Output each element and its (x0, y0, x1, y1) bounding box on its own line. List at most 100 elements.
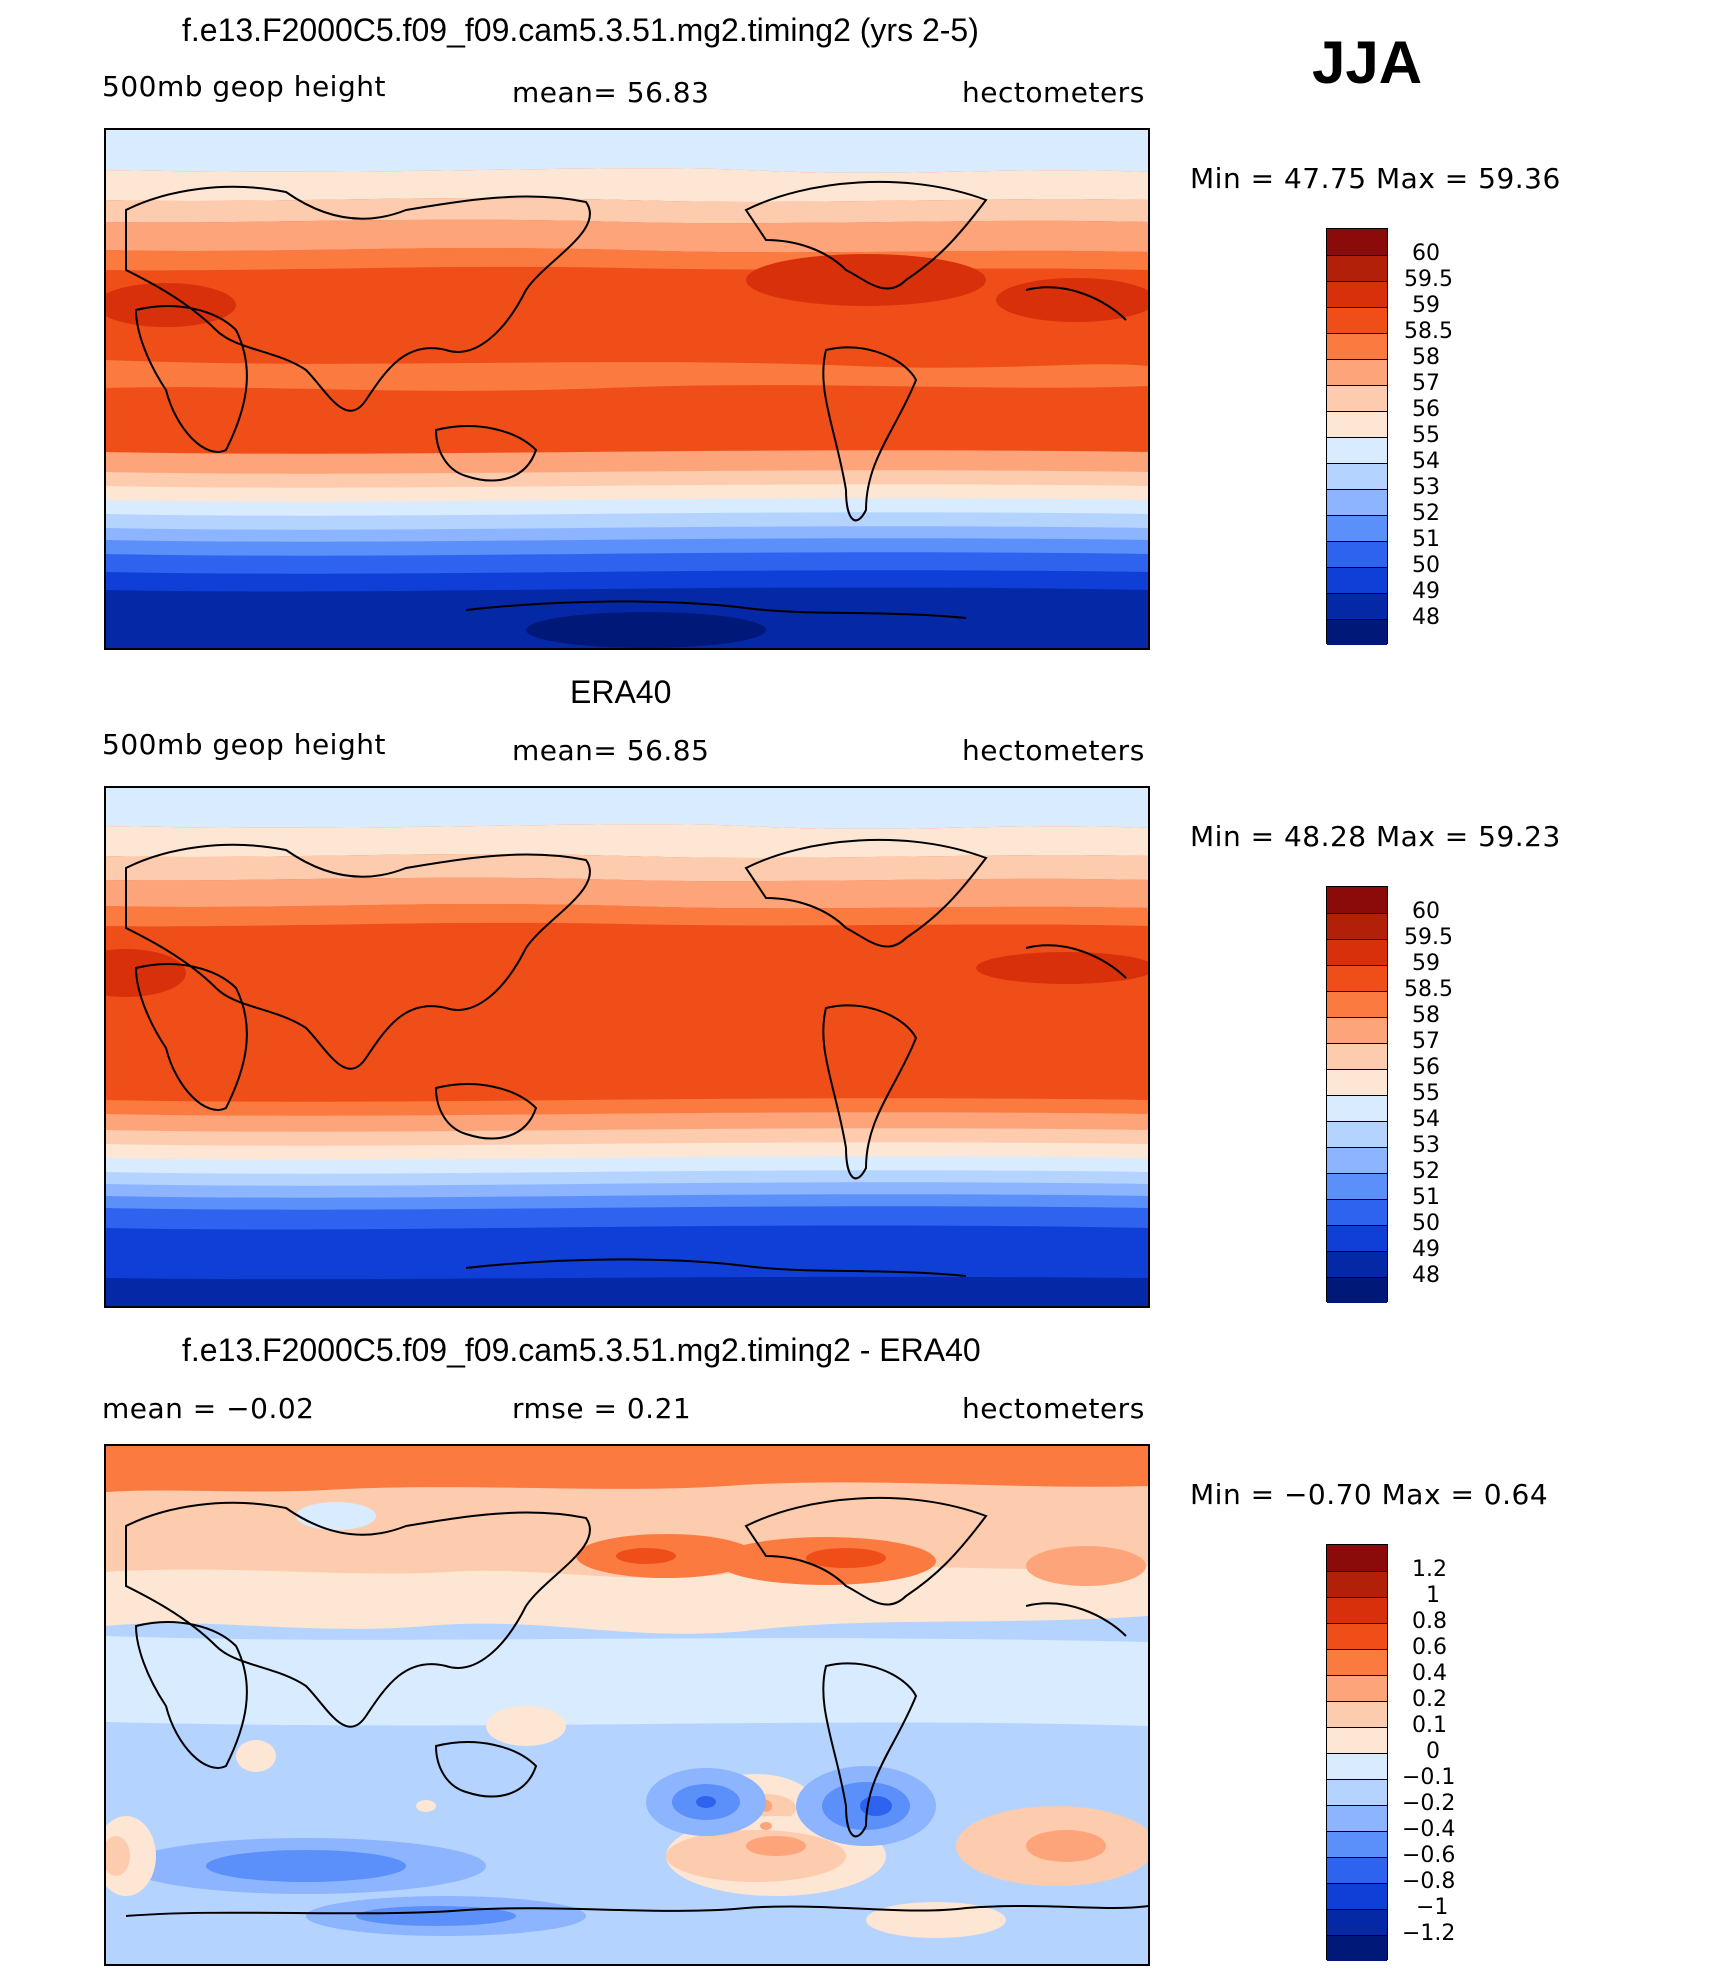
colorbar-swatch (1327, 437, 1387, 463)
colorbar-swatch (1327, 1649, 1387, 1675)
panel-2-mean-label: mean= 56.85 (512, 734, 710, 767)
colorbar-swatch (1327, 619, 1387, 645)
colorbar-swatch (1327, 385, 1387, 411)
colorbar-label: 57 (1412, 1029, 1440, 1054)
panel-3-mean-label: mean = −0.02 (102, 1392, 315, 1425)
colorbar-swatch (1327, 887, 1387, 913)
colorbar-label: 59.5 (1404, 925, 1453, 950)
colorbar-swatch (1327, 411, 1387, 437)
colorbar-swatch (1327, 991, 1387, 1017)
colorbar-swatch (1327, 1805, 1387, 1831)
colorbar-swatch (1327, 1883, 1387, 1909)
colorbar-swatch (1327, 307, 1387, 333)
colorbar-swatch (1327, 1727, 1387, 1753)
colorbar-swatch (1327, 939, 1387, 965)
colorbar-label: 50 (1412, 1211, 1440, 1236)
colorbar-swatch (1327, 1251, 1387, 1277)
colorbar-label: 0.4 (1412, 1661, 1447, 1686)
panel-2-map (104, 786, 1150, 1308)
colorbar-label: −1 (1416, 1895, 1449, 1920)
panel-3-title: f.e13.F2000C5.f09_f09.cam5.3.51.mg2.timi… (182, 1332, 981, 1368)
colorbar-label: −0.1 (1402, 1765, 1456, 1790)
colorbar-label: −0.8 (1402, 1869, 1456, 1894)
colorbar-label: 58 (1412, 345, 1440, 370)
colorbar-label: 56 (1412, 397, 1440, 422)
colorbar-swatch (1327, 1173, 1387, 1199)
colorbar-swatch (1327, 1225, 1387, 1251)
panel-1-map (104, 128, 1150, 650)
colorbar-swatch (1327, 255, 1387, 281)
colorbar-swatch (1327, 1831, 1387, 1857)
colorbar-label: 0.1 (1412, 1713, 1447, 1738)
colorbar-label: −0.4 (1402, 1817, 1456, 1842)
colorbar-swatch (1327, 1017, 1387, 1043)
colorbar-label: 0 (1426, 1739, 1440, 1764)
colorbar-swatch (1327, 1277, 1387, 1303)
panel-1-mean-label: mean= 56.83 (512, 76, 710, 109)
season-label: JJA (1312, 29, 1423, 96)
colorbar-label: 60 (1412, 241, 1440, 266)
colorbar-swatch (1327, 333, 1387, 359)
colorbar-swatch (1327, 489, 1387, 515)
colorbar-label: 49 (1412, 579, 1440, 604)
colorbar-label: 52 (1412, 501, 1440, 526)
colorbar-swatch (1327, 1095, 1387, 1121)
colorbar-label: 58.5 (1404, 977, 1453, 1002)
colorbar-label: 50 (1412, 553, 1440, 578)
panel-3-units-label: hectometers (962, 1392, 1145, 1425)
colorbar-label: −0.6 (1402, 1843, 1456, 1868)
panel-3-colorbar (1326, 1544, 1388, 1961)
panel-2-units-label: hectometers (962, 734, 1145, 767)
colorbar-label: 0.6 (1412, 1635, 1447, 1660)
colorbar-swatch (1327, 913, 1387, 939)
colorbar-swatch (1327, 1857, 1387, 1883)
colorbar-swatch (1327, 593, 1387, 619)
colorbar-label: 60 (1412, 899, 1440, 924)
colorbar-label: 57 (1412, 371, 1440, 396)
panel-2-minmax-label: Min = 48.28 Max = 59.23 (1190, 820, 1561, 853)
colorbar-label: 59.5 (1404, 267, 1453, 292)
colorbar-label: 53 (1412, 1133, 1440, 1158)
colorbar-label: 59 (1412, 951, 1440, 976)
colorbar-label: 58 (1412, 1003, 1440, 1028)
colorbar-label: 49 (1412, 1237, 1440, 1262)
panel-1-colorbar (1326, 228, 1388, 645)
panel-3-map (104, 1444, 1150, 1966)
colorbar-swatch (1327, 359, 1387, 385)
colorbar-label: 59 (1412, 293, 1440, 318)
panel-1-title: f.e13.F2000C5.f09_f09.cam5.3.51.mg2.timi… (182, 12, 979, 48)
colorbar-swatch (1327, 1147, 1387, 1173)
panel-2-colorbar (1326, 886, 1388, 1303)
colorbar-swatch (1327, 1571, 1387, 1597)
colorbar-swatch (1327, 1069, 1387, 1095)
colorbar-label: 1 (1426, 1583, 1440, 1608)
colorbar-label: 48 (1412, 1263, 1440, 1288)
colorbar-label: 51 (1412, 527, 1440, 552)
panel-2-title: ERA40 (570, 674, 672, 710)
colorbar-label: 55 (1412, 423, 1440, 448)
colorbar-swatch (1327, 463, 1387, 489)
panel-1-minmax-label: Min = 47.75 Max = 59.36 (1190, 162, 1561, 195)
colorbar-swatch (1327, 1675, 1387, 1701)
panel-1-variable-label: 500mb geop height (102, 70, 386, 103)
colorbar-swatch (1327, 1199, 1387, 1225)
colorbar-swatch (1327, 1753, 1387, 1779)
colorbar-swatch (1327, 1909, 1387, 1935)
panel-1-units-label: hectometers (962, 76, 1145, 109)
colorbar-swatch (1327, 229, 1387, 255)
colorbar-swatch (1327, 515, 1387, 541)
colorbar-swatch (1327, 965, 1387, 991)
colorbar-swatch (1327, 1545, 1387, 1571)
colorbar-label: 48 (1412, 605, 1440, 630)
colorbar-label: −1.2 (1402, 1921, 1456, 1946)
panel-3-rmse-label: rmse = 0.21 (512, 1392, 692, 1425)
colorbar-swatch (1327, 1623, 1387, 1649)
colorbar-label: 52 (1412, 1159, 1440, 1184)
colorbar-swatch (1327, 281, 1387, 307)
colorbar-label: 54 (1412, 449, 1440, 474)
colorbar-label: 0.2 (1412, 1687, 1447, 1712)
colorbar-swatch (1327, 1701, 1387, 1727)
colorbar-label: 58.5 (1404, 319, 1453, 344)
colorbar-label: 55 (1412, 1081, 1440, 1106)
colorbar-label: 51 (1412, 1185, 1440, 1210)
